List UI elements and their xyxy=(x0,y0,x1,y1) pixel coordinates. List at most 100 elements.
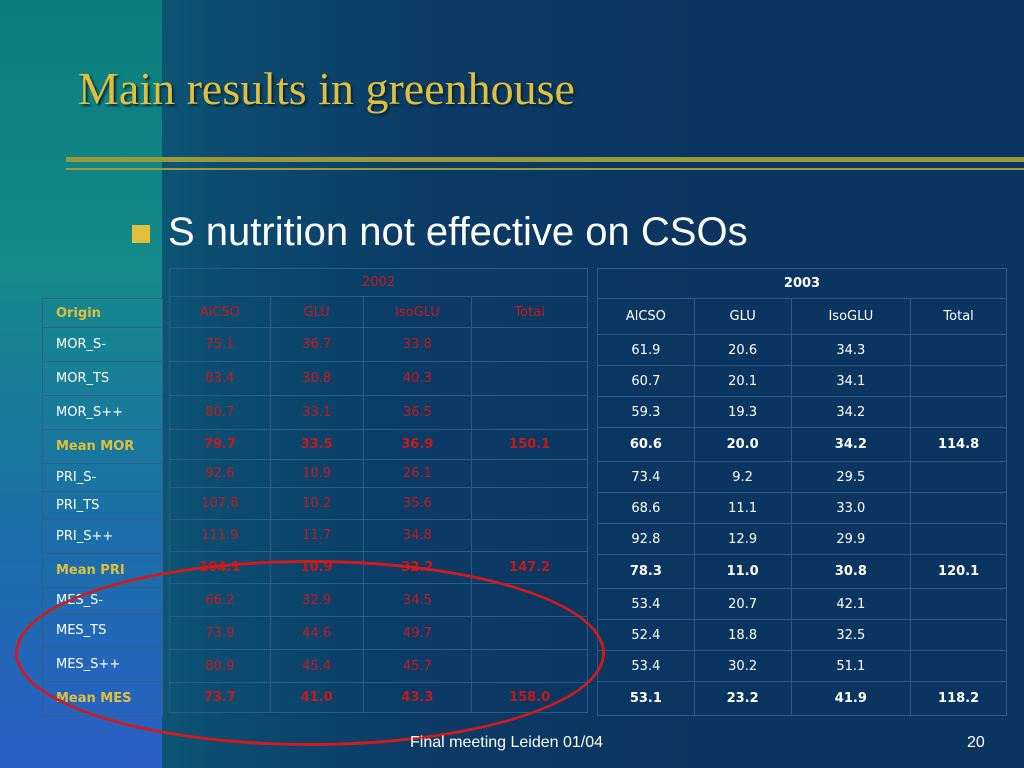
table-cell: 36.5 xyxy=(362,395,473,430)
page-number: 20 xyxy=(967,734,985,751)
table-cell: 29.5 xyxy=(790,461,912,493)
table-cell xyxy=(471,519,588,552)
table-cell: 51.1 xyxy=(790,650,912,682)
table-cell xyxy=(910,461,1007,493)
origin-row: PRI_S++ xyxy=(42,519,163,554)
table-cell: 30.8 xyxy=(269,361,364,396)
footer-text: Final meeting Leiden 01/04 xyxy=(410,734,604,751)
table-cell: 34.1 xyxy=(790,365,912,397)
table-cell: 20.1 xyxy=(693,365,792,397)
origin-row: MOR_S- xyxy=(42,327,163,362)
table-cell: 80.7 xyxy=(169,395,271,430)
column-header: Total xyxy=(471,296,588,328)
table-cell: 20.6 xyxy=(693,334,792,366)
table-cell: 18.8 xyxy=(693,619,792,651)
table-cell: 53.4 xyxy=(597,588,695,620)
table-cell: 11.1 xyxy=(693,492,792,524)
table-cell: 52.4 xyxy=(597,619,695,651)
table-cell xyxy=(910,396,1007,428)
origin-header: Origin xyxy=(42,298,163,328)
table-cell-mean: 114.8 xyxy=(910,427,1007,462)
table-cell: 107.8 xyxy=(169,487,271,520)
table-cell-mean: 78.3 xyxy=(597,554,695,589)
table-cell: 9.2 xyxy=(693,461,792,493)
origin-row: PRI_S- xyxy=(42,463,163,492)
table-cell: 33.8 xyxy=(362,327,473,362)
table-cell: 61.9 xyxy=(597,334,695,366)
column-header: IsoGLU xyxy=(362,296,473,328)
highlight-oval xyxy=(15,560,605,746)
table-cell xyxy=(910,650,1007,682)
table-cell-mean: 147.2 xyxy=(471,551,588,584)
table-cell: 92.8 xyxy=(597,523,695,555)
table-cell: 29.9 xyxy=(790,523,912,555)
table-cell-mean: 34.2 xyxy=(790,427,912,462)
origin-row-mean: Mean MOR xyxy=(42,429,163,464)
origin-row-mean: Mean PRI xyxy=(42,553,163,588)
table-cell: 11.7 xyxy=(269,519,364,552)
table-cell: 33.1 xyxy=(269,395,364,430)
table-cell: 60.7 xyxy=(597,365,695,397)
table-cell: 20.7 xyxy=(693,588,792,620)
column-header: AlCSO xyxy=(169,296,271,328)
table-cell-mean: 79.7 xyxy=(169,429,271,460)
table-cell-mean: 11.0 xyxy=(693,554,792,589)
table-cell: 83.4 xyxy=(169,361,271,396)
table-cell: 30.2 xyxy=(693,650,792,682)
table-cell: 10.2 xyxy=(269,487,364,520)
table-cell: 34.2 xyxy=(790,396,912,428)
bullet-text: S nutrition not effective on CSOs xyxy=(168,210,748,254)
table-cell: 59.3 xyxy=(597,396,695,428)
table-cell: 33.0 xyxy=(790,492,912,524)
table-cell-mean: 36.9 xyxy=(362,429,473,460)
column-header: GLU xyxy=(269,296,364,328)
table-cell-mean: 41.9 xyxy=(790,681,912,716)
table-cell xyxy=(471,459,588,488)
table-cell: 12.9 xyxy=(693,523,792,555)
table-cell: 92.6 xyxy=(169,459,271,488)
table-cell xyxy=(910,619,1007,651)
table-cell xyxy=(910,588,1007,620)
table-cell xyxy=(910,523,1007,555)
table-cell-mean: 20.0 xyxy=(693,427,792,462)
table-cell: 42.1 xyxy=(790,588,912,620)
table-cell-mean: 53.1 xyxy=(597,681,695,716)
table-cell: 75.1 xyxy=(169,327,271,362)
year-header-2003: 2003 xyxy=(597,268,1007,299)
table-cell: 53.4 xyxy=(597,650,695,682)
title-rule-thin xyxy=(66,168,1024,170)
table-cell-mean: 150.1 xyxy=(471,429,588,460)
table-cell-mean: 118.2 xyxy=(910,681,1007,716)
table-cell: 10.9 xyxy=(269,459,364,488)
column-header: GLU xyxy=(693,298,792,335)
table-cell-mean: 30.8 xyxy=(790,554,912,589)
table-cell-mean: 60.6 xyxy=(597,427,695,462)
slide-title: Main results in greenhouse xyxy=(78,63,575,114)
bullet-square-icon xyxy=(132,225,150,243)
table-cell: 26.1 xyxy=(362,459,473,488)
column-header: Total xyxy=(910,298,1007,335)
table-cell xyxy=(471,327,588,362)
table-cell xyxy=(910,492,1007,524)
table-cell: 36.7 xyxy=(269,327,364,362)
table-cell: 34.3 xyxy=(790,334,912,366)
table-cell xyxy=(471,395,588,430)
table-cell: 35.6 xyxy=(362,487,473,520)
table-cell-mean: 33.5 xyxy=(269,429,364,460)
table-cell: 111.9 xyxy=(169,519,271,552)
table-cell xyxy=(910,334,1007,366)
table-cell xyxy=(471,487,588,520)
table-cell xyxy=(471,361,588,396)
origin-row: MOR_TS xyxy=(42,361,163,396)
table-cell: 68.6 xyxy=(597,492,695,524)
table-cell: 19.3 xyxy=(693,396,792,428)
table-cell: 40.3 xyxy=(362,361,473,396)
title-rule-thick xyxy=(66,157,1024,162)
table-2003: 2003 AlCSO GLU IsoGLU Total 61.9 20.6 34.3… xyxy=(597,268,1007,716)
table-cell xyxy=(910,365,1007,397)
column-header: AlCSO xyxy=(597,298,695,335)
table-cell: 34.8 xyxy=(362,519,473,552)
year-header-2002: 2002 xyxy=(169,268,588,297)
table-cell: 73.4 xyxy=(597,461,695,493)
table-cell-mean: 23.2 xyxy=(693,681,792,716)
